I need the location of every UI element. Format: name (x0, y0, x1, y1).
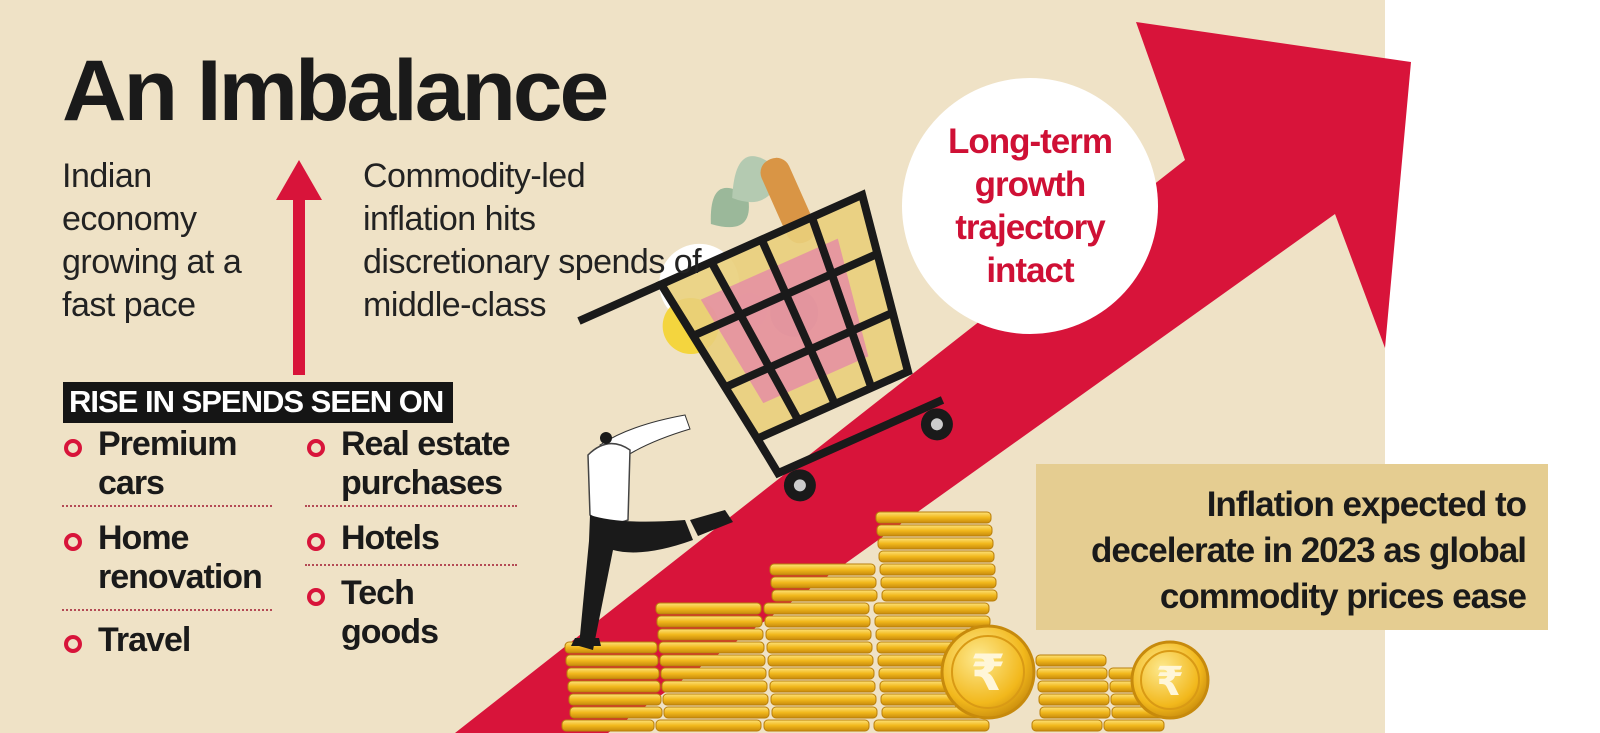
list-item: Home renovation (62, 519, 272, 599)
coin (771, 706, 878, 719)
coin (1038, 693, 1110, 706)
coin (655, 602, 762, 615)
coin (1103, 719, 1165, 732)
growth-callout-circle: Long-term growth trajectory intact (902, 78, 1158, 334)
bullet-icon (307, 439, 325, 457)
divider (305, 505, 517, 507)
coin (1037, 680, 1109, 693)
bullet-icon (64, 635, 82, 653)
rupee-symbol: ₹ (971, 644, 1006, 702)
divider (62, 609, 272, 611)
box-text-line: decelerate in 2023 as global (1090, 531, 1527, 570)
coin (877, 537, 994, 550)
growth-callout-text: Long-term growth trajectory intact (947, 122, 1113, 290)
coin (765, 628, 872, 641)
coin (655, 719, 762, 732)
coin (561, 719, 655, 732)
spend-list-right: Real estate purchases Hotels Tech goods (305, 425, 517, 654)
rupee-coin-icon: ₹ (940, 624, 1036, 720)
coin (874, 615, 991, 628)
spend-list-left: Premium cars Home renovation Travel (62, 425, 272, 660)
bullet-icon (64, 533, 82, 551)
coin (566, 667, 660, 680)
coin (769, 680, 876, 693)
coin (771, 589, 878, 602)
coin (768, 667, 875, 680)
coin (763, 602, 870, 615)
item-label: Real estate purchases (341, 425, 511, 502)
divider (305, 564, 517, 566)
coin (1036, 667, 1108, 680)
coin (1031, 719, 1103, 732)
item-label: Premium cars (98, 425, 237, 502)
coin (659, 654, 766, 667)
coin (569, 706, 663, 719)
box-text-line: Inflation expected to (1206, 485, 1527, 524)
page-title: An Imbalance (62, 43, 609, 139)
growth-arrow-icon (455, 22, 1411, 733)
coin (1039, 706, 1111, 719)
coin (873, 719, 990, 732)
up-arrow-icon (276, 160, 322, 375)
intro-growth-text: Indian economy growing at a fast pace (62, 157, 242, 324)
coin (876, 524, 993, 537)
coin (656, 615, 763, 628)
item-label: Home renovation (98, 519, 263, 596)
coin (567, 680, 661, 693)
coin (769, 563, 876, 576)
coin (767, 654, 874, 667)
bullet-icon (64, 439, 82, 457)
coin (770, 576, 877, 589)
coin (657, 628, 764, 641)
coin (661, 680, 768, 693)
list-item: Travel (62, 621, 272, 660)
coin (565, 654, 659, 667)
coin (763, 719, 870, 732)
coin (663, 706, 770, 719)
bullet-icon (307, 533, 325, 551)
inflation-outlook-text: Inflation expected to decelerate in 2023 … (1090, 482, 1527, 620)
item-label: Tech goods (341, 574, 439, 651)
coin (879, 563, 996, 576)
list-item: Tech goods (305, 574, 517, 654)
coin (878, 550, 995, 563)
shopping-cart-icon (577, 156, 953, 502)
coin (875, 511, 992, 524)
coin (881, 589, 998, 602)
coin (568, 693, 662, 706)
item-label: Travel (98, 621, 191, 659)
coin (660, 667, 767, 680)
inflation-outlook-box: Inflation expected to decelerate in 2023 … (1036, 464, 1548, 630)
divider (62, 505, 272, 507)
intro-inflation-text: Commodity-led inflation hits discretiona… (363, 157, 702, 324)
bullet-icon (307, 588, 325, 606)
coin (873, 602, 990, 615)
coin (662, 693, 769, 706)
coin (766, 641, 873, 654)
person-pushing-cart-icon (571, 414, 733, 650)
coin (764, 615, 871, 628)
coin (658, 641, 765, 654)
spends-banner: RISE IN SPENDS SEEN ON (63, 382, 454, 423)
list-item: Real estate purchases (305, 425, 517, 505)
box-text-line: commodity prices ease (1159, 577, 1527, 616)
rupee-symbol: ₹ (1156, 659, 1184, 705)
coin (1035, 654, 1107, 667)
list-item: Premium cars (62, 425, 272, 505)
list-item: Hotels (305, 519, 517, 558)
item-label: Hotels (341, 519, 440, 557)
coin (770, 693, 877, 706)
rupee-coin-icon: ₹ (1130, 640, 1210, 720)
coin (880, 576, 997, 589)
